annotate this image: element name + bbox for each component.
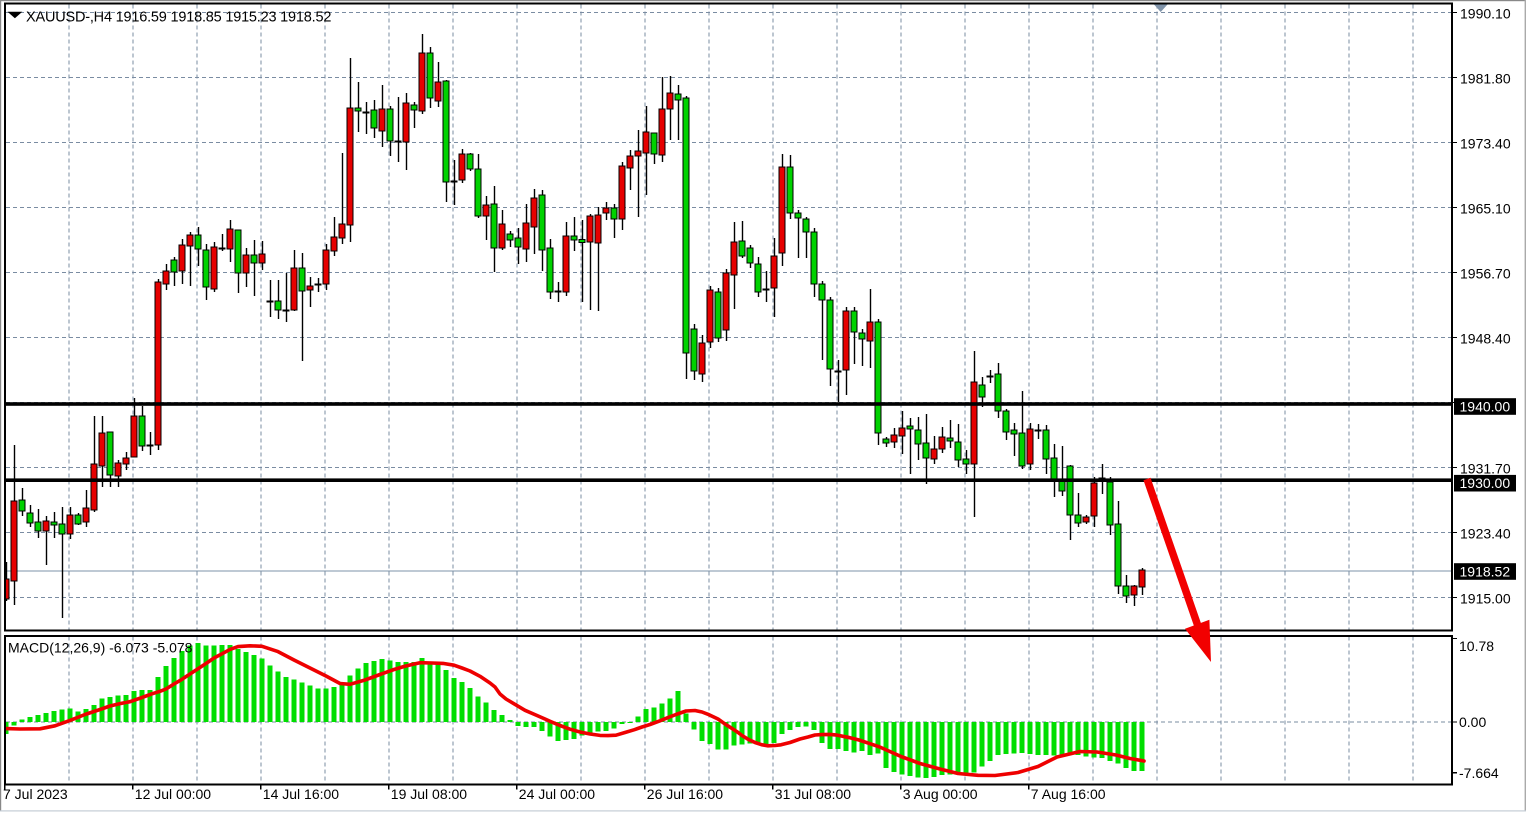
svg-text:1915.00: 1915.00 <box>1460 591 1511 607</box>
svg-text:14 Jul 16:00: 14 Jul 16:00 <box>263 786 339 802</box>
svg-text:1965.10: 1965.10 <box>1460 201 1511 217</box>
svg-text:3 Aug 00:00: 3 Aug 00:00 <box>903 786 978 802</box>
svg-text:24 Jul 00:00: 24 Jul 00:00 <box>519 786 595 802</box>
svg-text:1931.70: 1931.70 <box>1460 461 1511 477</box>
svg-text:1973.40: 1973.40 <box>1460 136 1511 152</box>
svg-text:1956.70: 1956.70 <box>1460 266 1511 282</box>
svg-text:10.78: 10.78 <box>1459 638 1494 654</box>
svg-text:-7.664: -7.664 <box>1459 765 1499 781</box>
svg-text:7 Aug 16:00: 7 Aug 16:00 <box>1031 786 1106 802</box>
svg-text:19 Jul 08:00: 19 Jul 08:00 <box>391 786 467 802</box>
svg-text:MACD(12,26,9) -6.073 -5.078: MACD(12,26,9) -6.073 -5.078 <box>8 640 193 656</box>
svg-text:7 Jul 2023: 7 Jul 2023 <box>3 786 68 802</box>
svg-text:1918.52: 1918.52 <box>1460 564 1511 580</box>
svg-text:XAUUSD-,H4 1916.59 1918.85 19: XAUUSD-,H4 1916.59 1918.85 1915.23 1918.… <box>26 10 331 26</box>
svg-text:1940.00: 1940.00 <box>1460 399 1511 415</box>
svg-text:31 Jul 08:00: 31 Jul 08:00 <box>775 786 851 802</box>
svg-text:12 Jul 00:00: 12 Jul 00:00 <box>135 786 211 802</box>
svg-text:26 Jul 16:00: 26 Jul 16:00 <box>647 786 723 802</box>
svg-text:1948.40: 1948.40 <box>1460 331 1511 347</box>
svg-text:1930.00: 1930.00 <box>1460 475 1511 491</box>
svg-text:1981.80: 1981.80 <box>1460 71 1511 87</box>
svg-text:0.00: 0.00 <box>1459 714 1486 730</box>
svg-text:1923.40: 1923.40 <box>1460 526 1511 542</box>
svg-text:1990.10: 1990.10 <box>1460 6 1511 22</box>
